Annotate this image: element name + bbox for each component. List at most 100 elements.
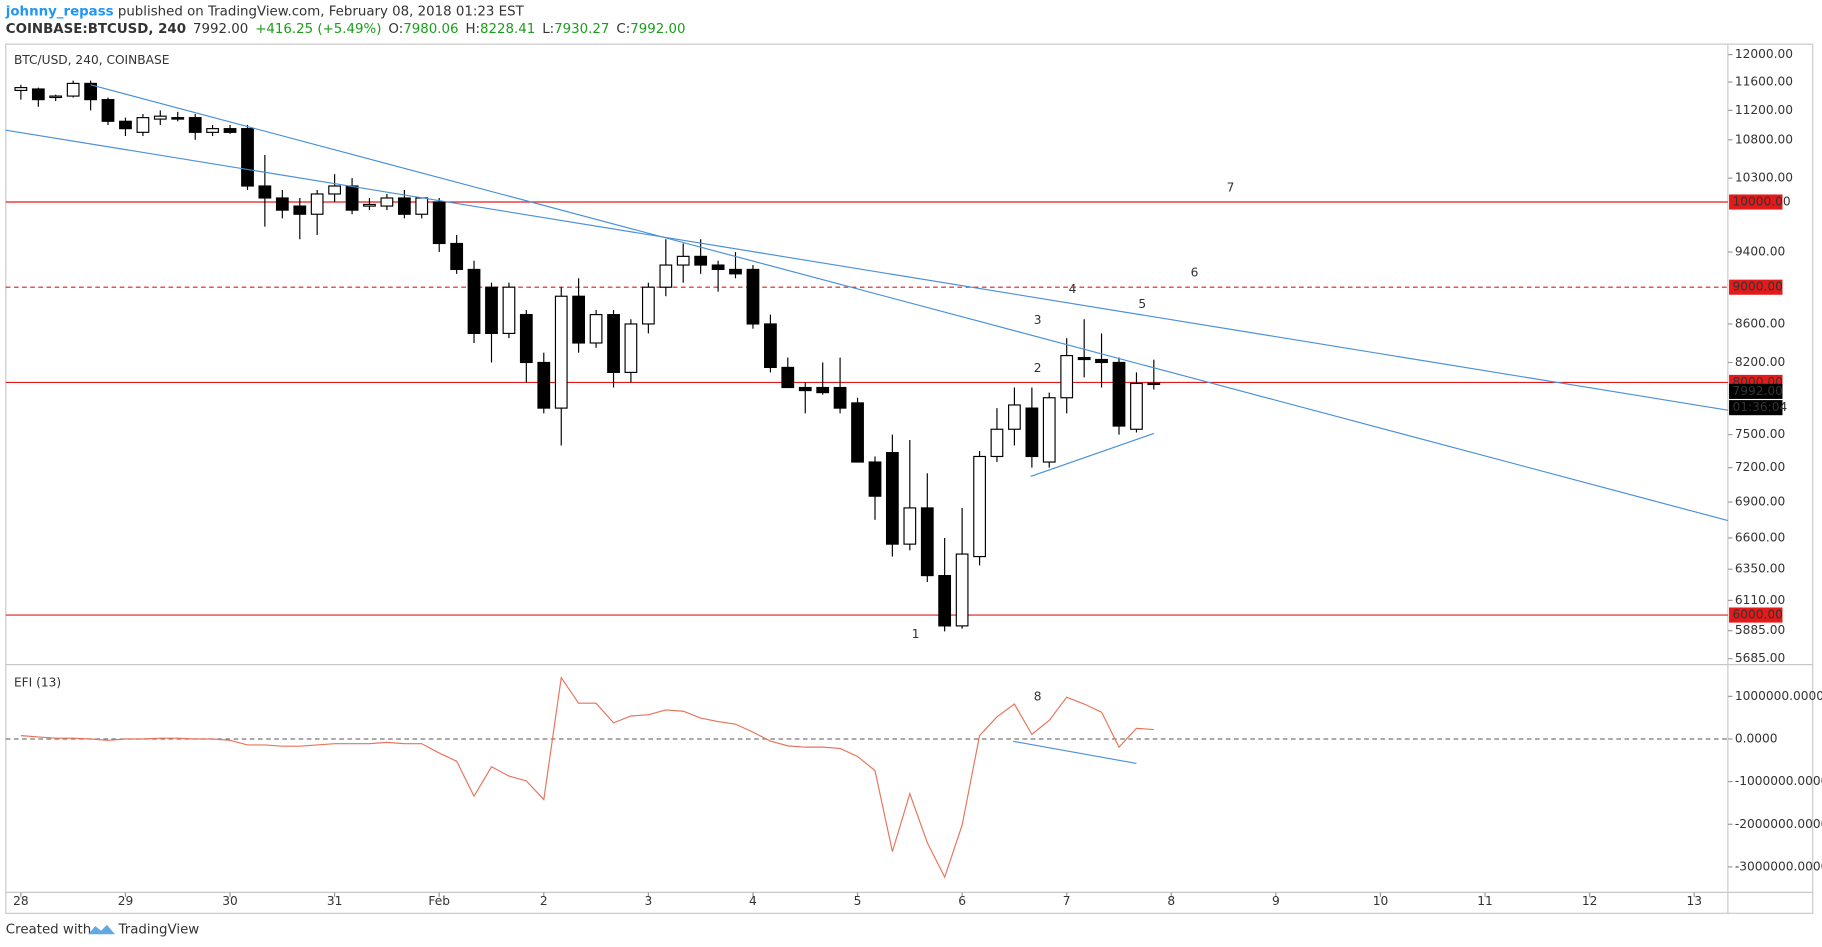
- candle-body: [938, 575, 952, 627]
- candle-body: [31, 88, 45, 101]
- candle-body: [572, 295, 586, 344]
- x-tick-label: 5: [854, 894, 862, 908]
- candle-body: [258, 185, 272, 199]
- y-tick-label: 5685.00: [1735, 651, 1785, 665]
- ohlc-value: 7992.00: [630, 22, 685, 37]
- level-label: 9000.00: [1733, 280, 1783, 294]
- candle-body: [1077, 356, 1091, 361]
- y-tick-label: 6900.00: [1735, 495, 1785, 509]
- candle-body: [990, 428, 1004, 458]
- candle-body: [955, 553, 969, 627]
- candle-body: [241, 128, 254, 187]
- y-tick-label: 11600.00: [1735, 75, 1793, 89]
- candle-body: [694, 255, 708, 266]
- symbol-line: COINBASE:BTCUSD, 240 7992.00 +416.25 (+5.4…: [6, 22, 686, 37]
- author[interactable]: johnny_repass: [5, 5, 114, 20]
- candle-body: [1042, 397, 1056, 463]
- x-tick-label: 9: [1272, 894, 1280, 908]
- candle-body: [781, 366, 795, 389]
- x-tick-label: 4: [749, 894, 757, 908]
- candle-body: [537, 361, 551, 409]
- candle-body: [101, 99, 115, 122]
- x-tick-label: 8: [1167, 894, 1175, 908]
- candle-body: [223, 128, 237, 133]
- annotation: 6: [1191, 266, 1199, 280]
- candle-body: [1060, 355, 1074, 399]
- y-tick-label: 6110.00: [1735, 593, 1785, 607]
- candle-body: [14, 87, 28, 91]
- candle-body: [676, 255, 690, 266]
- annotation: 2: [1034, 361, 1042, 375]
- marks: 12000.0011600.0011200.0010800.0010300.00…: [5, 47, 1822, 908]
- y-tick-label: 1000000.0000: [1735, 689, 1822, 703]
- countdown-box: [1729, 400, 1783, 416]
- candle-body: [519, 314, 533, 364]
- candle-body: [345, 185, 359, 211]
- last-price-label: 7992.00: [1733, 384, 1783, 398]
- y-tick-label: 7500.00: [1735, 427, 1785, 441]
- y-tick-label: 0.0000: [1735, 732, 1778, 746]
- x-tick-label: Feb: [428, 894, 450, 908]
- candle-body: [589, 314, 603, 344]
- candle-body: [275, 197, 289, 211]
- candle-body: [502, 286, 516, 335]
- candle-body: [868, 461, 882, 497]
- y-tick-label: 8200.00: [1735, 355, 1785, 369]
- candle-body: [380, 197, 394, 207]
- x-tick-label: 29: [118, 894, 134, 908]
- candle-body: [624, 323, 638, 373]
- candle-body: [363, 203, 376, 207]
- footer-brand[interactable]: TradingView: [118, 923, 200, 938]
- candle-body: [467, 268, 481, 335]
- ohlc-label: O:: [388, 22, 403, 37]
- y-tick-label: -1000000.0000: [1735, 774, 1822, 788]
- last-price-box: [1729, 383, 1783, 399]
- y-tick-label: 8600.00: [1735, 316, 1785, 330]
- annotation: 4: [1069, 282, 1077, 296]
- candle-body: [1095, 358, 1108, 364]
- y-tick-label: 5885.00: [1735, 623, 1785, 637]
- trend-line: [1030, 432, 1155, 477]
- change: +416.25 (+5.49%): [255, 22, 381, 37]
- logo: [88, 924, 116, 935]
- ohlc-label: L:: [542, 22, 554, 37]
- y-tick-label: 6350.00: [1735, 562, 1785, 576]
- x-tick-label: 12: [1582, 894, 1598, 908]
- y-tick-label: 7200.00: [1735, 460, 1785, 474]
- annotation: 8: [1034, 690, 1042, 704]
- x-tick-label: 31: [327, 894, 343, 908]
- x-tick-label: 3: [644, 894, 652, 908]
- x-tick-label: 6: [958, 894, 966, 908]
- candle-body: [66, 82, 80, 97]
- ohlc-value: 7930.27: [554, 22, 609, 37]
- candle-body: [153, 115, 167, 120]
- frame: [5, 43, 1814, 914]
- ohlc-label: H:: [465, 22, 480, 37]
- x-tick-label: 7: [1063, 894, 1071, 908]
- candle-body: [816, 386, 830, 394]
- candle-body: [711, 264, 725, 271]
- candle-body: [920, 507, 934, 577]
- candle-body: [554, 295, 568, 409]
- candle-body: [885, 452, 899, 545]
- candle-body: [119, 120, 132, 130]
- candle-body: [764, 323, 777, 368]
- efi-title: EFI (13): [14, 676, 61, 690]
- level-label: 6000.00: [1733, 608, 1783, 622]
- candle-body: [293, 205, 307, 215]
- ohlc-value: 8228.41: [480, 22, 535, 37]
- level-label: 10000.00: [1733, 195, 1791, 209]
- candle-body: [450, 242, 464, 271]
- y-tick-label: 9400.00: [1735, 245, 1785, 259]
- candle-body: [136, 117, 150, 133]
- candle-body: [310, 193, 324, 215]
- efi-line: [20, 676, 1154, 879]
- x-tick-label: 11: [1477, 894, 1493, 908]
- candle-body: [432, 201, 446, 245]
- x-tick-label: 30: [222, 894, 238, 908]
- trend-line: [1013, 740, 1137, 764]
- main-title: BTC/USD, 240, COINBASE: [14, 53, 169, 67]
- ohlc-value: 7980.06: [403, 22, 458, 37]
- annotation: 7: [1227, 181, 1235, 195]
